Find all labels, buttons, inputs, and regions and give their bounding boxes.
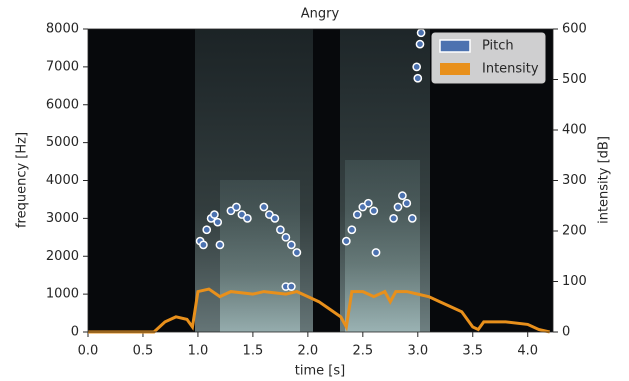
y-tick-label: 3000 [46, 211, 79, 226]
pitch-point [259, 202, 269, 212]
pitch-point [398, 191, 407, 200]
legend: Pitch Intensity [431, 32, 546, 84]
y2-tick-label: 0 [562, 325, 570, 340]
y-tick-label: 0 [71, 325, 79, 340]
pitch-point [416, 28, 426, 38]
y-tick-label: 4000 [46, 173, 79, 188]
pitch-point [402, 198, 412, 208]
x-tick-label: 0.0 [78, 344, 99, 359]
x-axis-label: time [s] [295, 364, 345, 379]
chart-title: Angry [301, 7, 340, 22]
pitch-point [276, 225, 285, 235]
y-tick-label: 7000 [46, 59, 79, 74]
legend-label: Intensity [482, 62, 539, 77]
y-tick-label: 2000 [46, 249, 79, 264]
y-tick-label: 1000 [46, 287, 79, 302]
y2-tick-label: 500 [562, 72, 587, 87]
x-tick-label: 0.5 [133, 344, 154, 359]
pitch-point [287, 240, 296, 250]
pitch-point [415, 39, 425, 49]
pitch-point [281, 232, 291, 242]
pitch-point [199, 240, 208, 250]
x-tick-label: 1.0 [188, 344, 209, 359]
x-tick-label: 4.0 [517, 344, 538, 359]
pitch-point [210, 210, 219, 219]
legend-swatch [439, 39, 471, 53]
pitch-point [215, 240, 225, 250]
pitch-point [389, 214, 398, 223]
x-tick-label: 3.0 [407, 344, 428, 359]
legend-swatch [440, 63, 470, 75]
pitch-point [243, 214, 252, 223]
y2-axis-label: intensity [dB] [597, 136, 612, 224]
y2-tick-label: 300 [562, 173, 587, 188]
legend-label: Pitch [482, 39, 514, 54]
pitch-point [412, 62, 422, 72]
pitch-point [287, 282, 296, 291]
pitch-point [352, 210, 362, 219]
pitch-point [369, 206, 379, 216]
y-axis-label: frequency [Hz] [15, 132, 30, 228]
y-tick-label: 6000 [46, 97, 79, 112]
pitch-point [213, 217, 223, 227]
y2-tick-label: 100 [562, 274, 587, 289]
plot-frame [87, 28, 554, 333]
y2-tick-label: 400 [562, 123, 587, 138]
y-tick-label: 5000 [46, 135, 79, 150]
x-tick-label: 2.5 [352, 344, 373, 359]
pitch-point [202, 225, 212, 235]
intensity-line [88, 287, 551, 334]
x-tick-label: 2.0 [298, 344, 319, 359]
x-tick-label: 3.5 [462, 344, 483, 359]
x-tick-label: 1.5 [243, 344, 264, 359]
pitch-point [413, 73, 423, 83]
pitch-point [347, 225, 357, 235]
pitch-point [341, 236, 351, 246]
y2-tick-label: 600 [562, 22, 587, 37]
pitch-point [393, 202, 403, 212]
pitch-point [292, 248, 302, 257]
y2-tick-label: 200 [562, 224, 587, 239]
pitch-point [363, 198, 373, 208]
y-tick-label: 8000 [46, 22, 79, 37]
pitch-point [407, 214, 417, 223]
pitch-point [232, 202, 241, 212]
pitch-point [270, 214, 280, 223]
pitch-point [371, 248, 381, 257]
